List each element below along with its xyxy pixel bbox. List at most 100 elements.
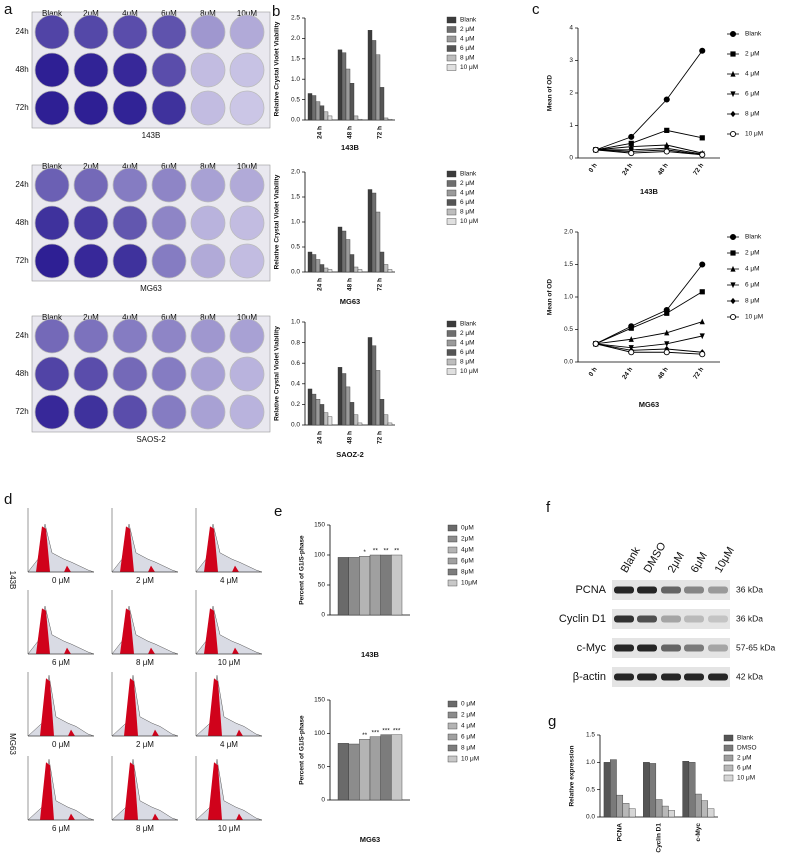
well — [112, 52, 148, 88]
significance-label: ** — [362, 732, 368, 739]
well — [112, 205, 148, 241]
g2-peak — [152, 729, 159, 736]
marker — [730, 51, 736, 57]
panel-label: b — [272, 3, 280, 20]
g1-peak — [120, 608, 134, 654]
band — [637, 586, 657, 594]
x-tick-label: 72 h — [377, 126, 384, 139]
g1-peak — [40, 762, 54, 820]
legend-swatch — [446, 199, 457, 206]
bar — [323, 412, 329, 426]
bar — [337, 226, 343, 273]
line — [595, 335, 703, 349]
legend-swatch — [447, 524, 458, 532]
plate-column-label: 10μM — [237, 162, 258, 171]
bar — [327, 115, 333, 121]
x-tick-label: 48 h — [347, 431, 354, 444]
well — [190, 167, 226, 203]
protein-label: PCNA — [575, 584, 606, 596]
panel-label: a — [4, 1, 13, 18]
band — [684, 615, 704, 623]
bar — [622, 803, 630, 818]
legend-label: 4μM — [461, 547, 474, 554]
y-axis-label: Mean of OD — [547, 75, 554, 111]
histogram-area — [27, 759, 95, 821]
legend-label: Blank — [460, 17, 477, 24]
x-tick-label: 24 h — [317, 126, 324, 139]
legend-swatch — [447, 722, 458, 730]
legend-label: Blank — [745, 31, 762, 38]
dose-label: 4 μM — [220, 740, 238, 749]
legend-swatch — [447, 568, 458, 576]
axes — [195, 672, 262, 737]
legend-label: 10 μM — [745, 314, 763, 321]
well — [190, 14, 226, 50]
g1-peak — [36, 526, 50, 572]
x-tick-label: 24 h — [621, 366, 634, 381]
bar — [391, 734, 403, 801]
well — [190, 205, 226, 241]
bar — [357, 422, 363, 426]
y-tick-label: 100 — [314, 730, 325, 737]
legend-label: 8 μM — [460, 209, 475, 216]
lane-label: DMSO — [642, 540, 669, 575]
x-tick-label: 24 h — [317, 278, 324, 291]
band — [708, 615, 728, 623]
well — [112, 243, 148, 279]
well — [229, 167, 265, 203]
y-tick-label: 0 — [321, 612, 325, 619]
legend-label: 6 μM — [460, 199, 475, 206]
well — [151, 356, 187, 392]
well — [229, 394, 265, 430]
line — [595, 149, 703, 156]
point — [664, 310, 670, 316]
bar — [649, 763, 657, 818]
axes — [111, 590, 178, 655]
panel-label: e — [274, 503, 282, 520]
well — [34, 90, 70, 126]
axes — [27, 672, 94, 737]
legend-label: 2 μM — [460, 180, 475, 187]
bar — [682, 761, 690, 818]
lane-label: 10μM — [713, 545, 737, 575]
point — [699, 351, 706, 358]
bar — [357, 269, 363, 273]
bar — [311, 254, 317, 273]
plate-row-label: 24h — [15, 331, 28, 340]
well — [34, 243, 70, 279]
legend-label: Blank — [737, 735, 754, 742]
dose-label: 8 μM — [136, 658, 154, 667]
y-tick-label: 50 — [318, 763, 326, 770]
axes — [27, 590, 94, 655]
axes — [195, 756, 262, 821]
bar — [379, 87, 385, 121]
well — [73, 243, 109, 279]
point — [664, 341, 670, 347]
significance-label: *** — [393, 727, 401, 734]
dose-label: 10 μM — [218, 658, 241, 667]
legend-swatch — [446, 339, 457, 347]
y-tick-label: 0.2 — [291, 401, 300, 408]
plate-row-label: 72h — [15, 103, 28, 112]
axes — [111, 756, 178, 821]
size-label: 57-65 kDa — [736, 642, 775, 652]
legend-label: 2 μM — [460, 26, 475, 33]
x-tick-label: PCNA — [616, 823, 623, 842]
panel-label: f — [546, 499, 551, 516]
legend-label: 6 μM — [745, 91, 760, 98]
bar — [367, 30, 373, 121]
dose-label: 8 μM — [136, 824, 154, 833]
bar — [353, 414, 359, 426]
plate-column-label: 6μM — [161, 9, 177, 18]
y-axis-label: Mean of OD — [547, 279, 554, 315]
legend-label: DMSO — [737, 745, 757, 752]
legend-swatch — [446, 368, 457, 375]
bar — [345, 68, 351, 121]
bar — [616, 794, 624, 818]
line — [595, 343, 703, 353]
bar — [337, 743, 349, 801]
marker — [729, 313, 737, 321]
y-tick-label: 0.5 — [586, 786, 595, 793]
axis-line — [577, 28, 720, 159]
well — [112, 394, 148, 430]
